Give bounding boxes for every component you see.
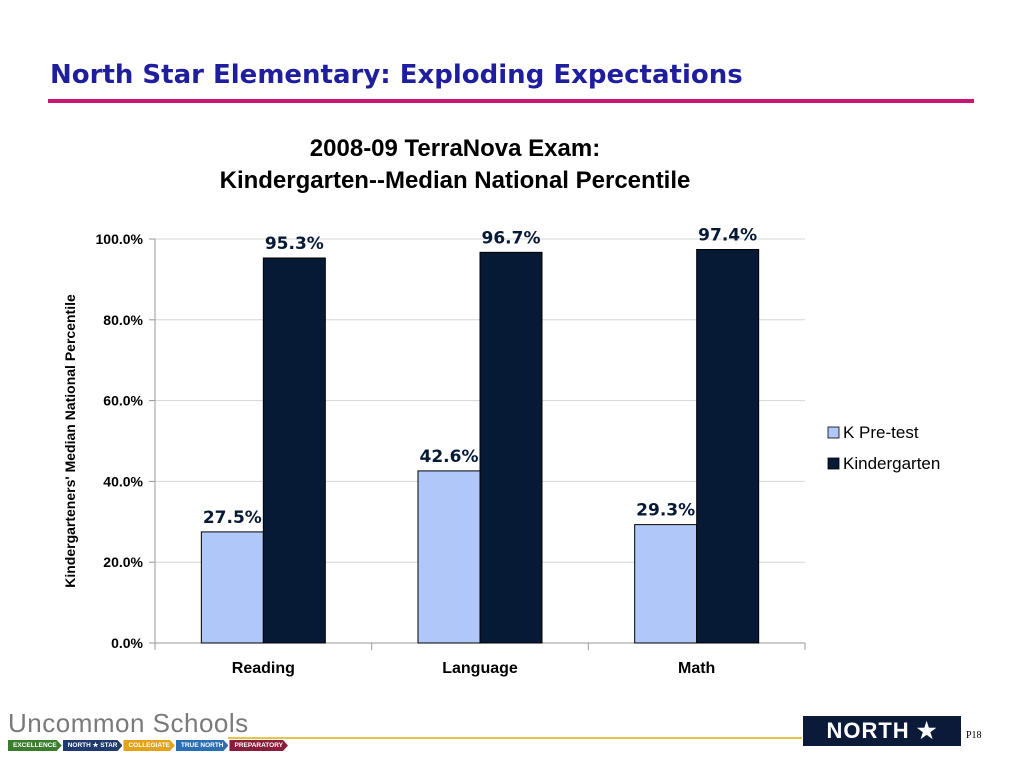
legend-label: K Pre-test bbox=[843, 423, 919, 442]
network-tag: EXCELLENCE bbox=[8, 740, 62, 751]
chart-title-line-2: Kindergarten--Median National Percentile bbox=[219, 167, 691, 194]
y-tick-label: 0.0% bbox=[111, 635, 143, 651]
legend-swatch bbox=[827, 457, 840, 470]
x-tick-label: Language bbox=[442, 660, 518, 677]
north-star-logo: NORTH ★ STAR bbox=[803, 716, 961, 773]
network-tag: PREPARATORY bbox=[229, 740, 288, 751]
title-divider bbox=[48, 99, 974, 103]
data-label: 96.7% bbox=[482, 228, 541, 248]
x-tick-label: Reading bbox=[232, 660, 295, 677]
data-label: 95.3% bbox=[265, 234, 324, 254]
y-tick-label: 40.0% bbox=[103, 473, 143, 489]
x-tick-label: Math bbox=[678, 660, 715, 677]
slide-title: North Star Elementary: Exploding Expecta… bbox=[50, 60, 743, 90]
data-label: 97.4% bbox=[698, 226, 757, 246]
data-label: 42.6% bbox=[420, 447, 479, 467]
data-label: 29.3% bbox=[636, 501, 695, 521]
bar-chart: 0.0% 20.0% 40.0% 60.0% 80.0% 100.0% Kindergart… bbox=[62, 226, 940, 677]
legend-swatch bbox=[827, 426, 840, 439]
network-tags: EXCELLENCE NORTH ★ STAR COLLEGIATE TRUE NOR… bbox=[8, 740, 289, 751]
page-number: P18 bbox=[966, 730, 982, 741]
footer-divider bbox=[228, 737, 802, 739]
y-tick-label: 60.0% bbox=[103, 393, 143, 409]
y-tick-label: 100.0% bbox=[96, 231, 144, 247]
y-tick-label: 80.0% bbox=[103, 312, 143, 328]
network-tag: TRUE NORTH bbox=[176, 740, 229, 751]
bar-kindergarten bbox=[262, 257, 326, 644]
bar-k-pre-test bbox=[417, 470, 481, 644]
bar-k-pre-test bbox=[634, 524, 698, 644]
data-label: 27.5% bbox=[203, 508, 262, 528]
bar-k-pre-test bbox=[200, 531, 264, 644]
y-tick-label: 20.0% bbox=[103, 554, 143, 570]
chart-title-line-1: 2008-09 TerraNova Exam: bbox=[309, 135, 601, 162]
network-tag: NORTH ★ STAR bbox=[63, 740, 123, 751]
bar-kindergarten bbox=[479, 251, 543, 644]
bar-kindergarten bbox=[696, 249, 760, 644]
y-axis-label: Kindergarteners' Median National Percent… bbox=[62, 294, 78, 588]
uncommon-schools-logo: Uncommon Schools bbox=[8, 708, 249, 738]
network-tag: COLLEGIATE bbox=[123, 740, 174, 751]
legend-label: Kindergarten bbox=[843, 454, 940, 473]
